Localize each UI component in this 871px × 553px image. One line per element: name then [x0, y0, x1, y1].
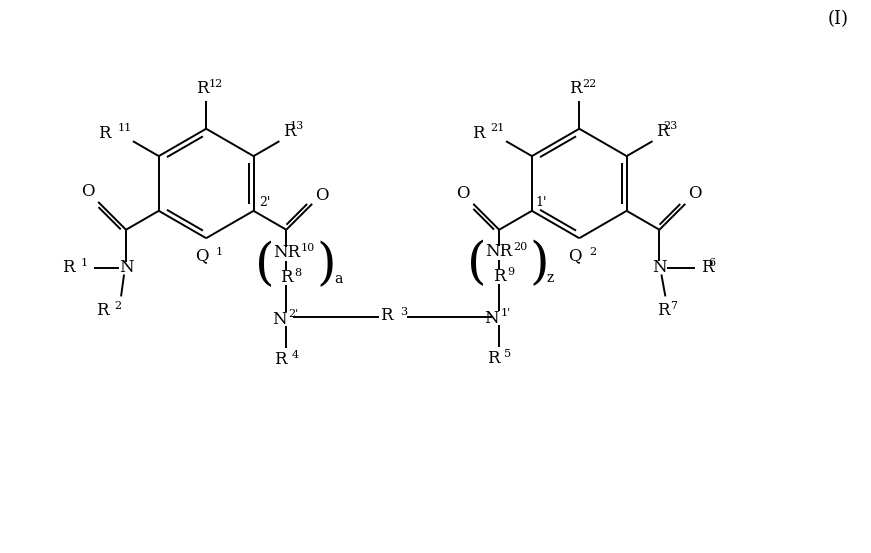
Text: (I): (I) [827, 11, 848, 28]
Text: R: R [283, 123, 296, 140]
Text: R: R [657, 123, 669, 140]
Text: ): ) [316, 241, 336, 290]
Text: 2': 2' [260, 196, 271, 210]
Text: 2': 2' [288, 309, 299, 319]
Text: 20: 20 [513, 242, 527, 252]
Text: N: N [272, 311, 287, 328]
Text: NR: NR [273, 244, 300, 261]
Text: R: R [657, 302, 670, 319]
Text: 8: 8 [294, 268, 301, 278]
Text: 6: 6 [708, 258, 715, 268]
Text: z: z [547, 271, 554, 285]
Text: R: R [196, 80, 208, 97]
Text: N: N [652, 259, 666, 276]
Text: 1: 1 [81, 258, 88, 268]
Text: 23: 23 [663, 122, 678, 132]
Text: Q: Q [568, 248, 581, 264]
Text: 4: 4 [291, 350, 299, 360]
Text: R: R [493, 268, 505, 285]
Text: 11: 11 [118, 123, 132, 133]
Text: (: ( [254, 241, 274, 290]
Text: 9: 9 [507, 267, 514, 276]
Text: O: O [456, 185, 470, 202]
Text: 1': 1' [536, 196, 547, 210]
Text: R: R [569, 80, 582, 97]
Text: 22: 22 [582, 79, 596, 89]
Text: N: N [484, 310, 499, 327]
Text: R: R [471, 125, 484, 142]
Text: ): ) [529, 239, 549, 289]
Text: O: O [82, 184, 95, 200]
Text: R: R [98, 125, 111, 142]
Text: 21: 21 [490, 123, 505, 133]
Text: 10: 10 [300, 243, 314, 253]
Text: Q: Q [194, 248, 208, 264]
Text: R: R [96, 302, 108, 319]
Text: 12: 12 [209, 79, 223, 89]
Text: 1: 1 [216, 247, 223, 257]
Text: 2: 2 [115, 300, 122, 311]
Text: R: R [62, 259, 74, 276]
Text: 3: 3 [400, 307, 407, 317]
Text: (: ( [468, 239, 487, 289]
Text: R: R [701, 259, 713, 276]
Text: N: N [118, 259, 133, 276]
Text: R: R [487, 349, 499, 367]
Text: a: a [334, 272, 342, 286]
Text: R: R [273, 351, 287, 368]
Text: NR: NR [485, 243, 513, 260]
Text: 7: 7 [670, 300, 677, 311]
Text: 13: 13 [290, 122, 304, 132]
Text: R: R [280, 269, 293, 286]
Text: O: O [688, 185, 702, 202]
Text: O: O [315, 187, 329, 205]
Text: 1': 1' [501, 309, 511, 319]
Text: 5: 5 [504, 349, 511, 359]
Text: R: R [381, 307, 393, 324]
Text: 2: 2 [589, 247, 597, 257]
